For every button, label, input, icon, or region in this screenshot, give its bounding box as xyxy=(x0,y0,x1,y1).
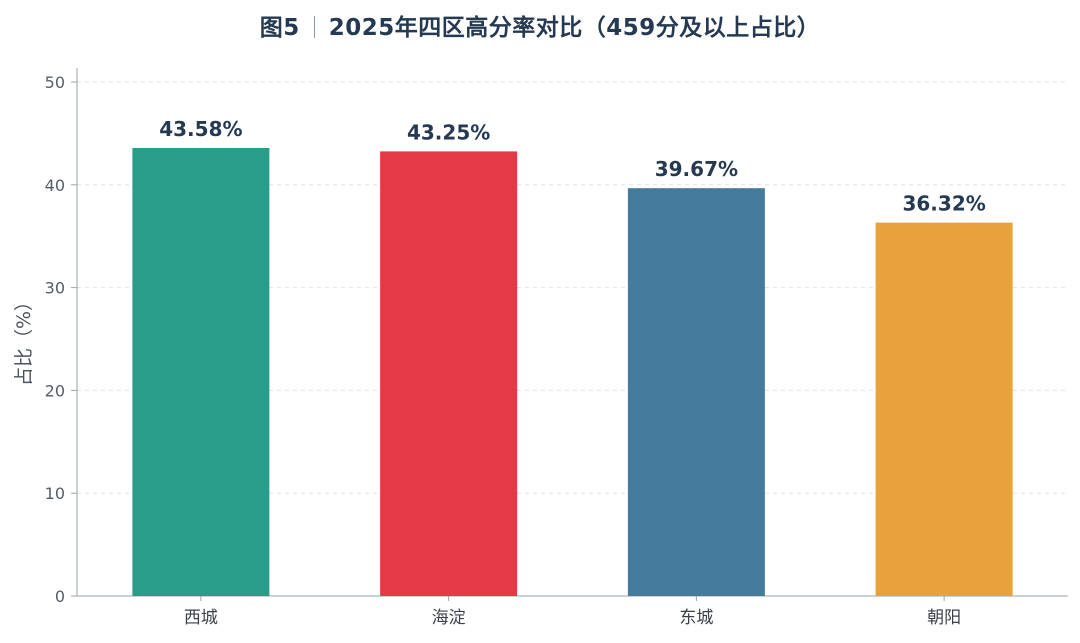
x-tick-label: 东城 xyxy=(679,608,713,628)
data-label: 36.32% xyxy=(902,192,985,216)
y-tick-label: 30 xyxy=(45,279,65,298)
data-labels: 43.58% 43.25% 39.67% 36.32% xyxy=(159,117,986,216)
y-tick-label: 50 xyxy=(45,73,65,92)
y-tick-label: 20 xyxy=(45,381,65,400)
y-tick-label: 10 xyxy=(45,484,65,503)
x-tick-label: 海淀 xyxy=(432,608,466,628)
data-label: 39.67% xyxy=(655,157,738,181)
y-tick-labels: 0 10 20 30 40 50 xyxy=(45,73,77,606)
x-tick-labels: 西城 海淀 东城 朝阳 xyxy=(184,596,961,628)
title-text: 2025年四区高分率对比（459分及以上占比） xyxy=(328,15,821,41)
y-axis-label: 占比（%） xyxy=(13,292,35,386)
figure-label: 图5 xyxy=(259,15,300,41)
x-tick-label: 朝阳 xyxy=(927,608,961,628)
y-tick-label: 40 xyxy=(45,176,65,195)
bar-4 xyxy=(875,222,1013,596)
bars xyxy=(132,147,1013,597)
data-label: 43.25% xyxy=(407,120,490,144)
data-label: 43.58% xyxy=(159,117,242,141)
bar-2 xyxy=(380,151,518,596)
title-separator xyxy=(313,15,315,38)
y-tick-label: 0 xyxy=(55,587,65,606)
x-tick-label: 西城 xyxy=(184,608,218,628)
bar-1 xyxy=(132,147,270,596)
chart-title: 图5 2025年四区高分率对比（459分及以上占比） xyxy=(0,8,1080,42)
bar-3 xyxy=(627,188,765,597)
